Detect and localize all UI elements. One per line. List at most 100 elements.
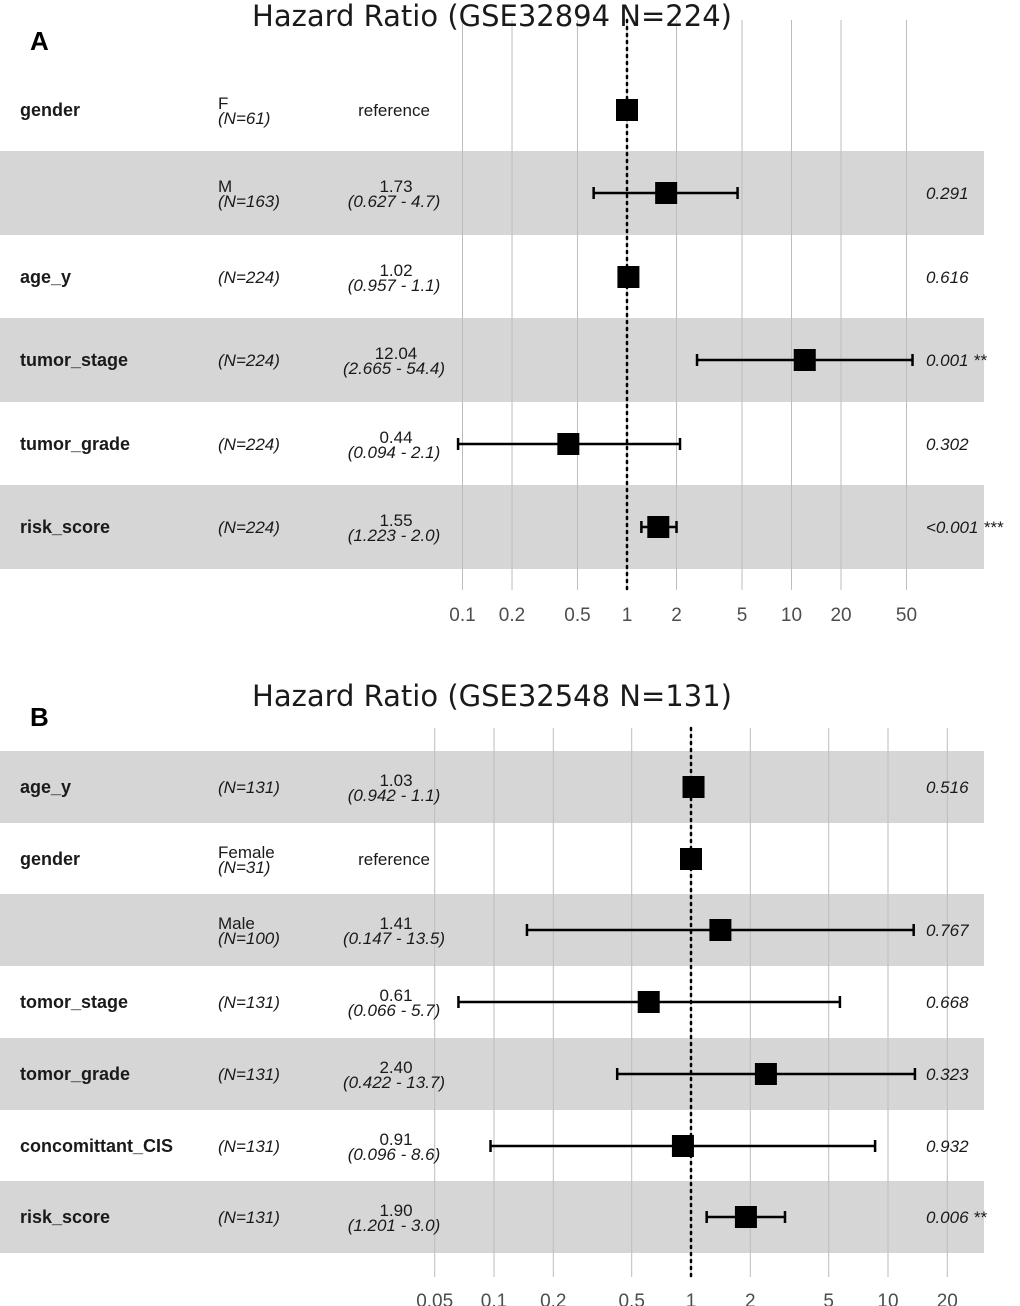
hr-value: 1.73 (379, 177, 412, 196)
x-tick-label: 50 (896, 605, 917, 626)
row-band (0, 1181, 984, 1253)
level-label: Male (218, 914, 255, 933)
x-tick-label: 0.2 (540, 1291, 566, 1306)
hr-value: 1.55 (379, 511, 412, 530)
x-tick-label: 0.5 (564, 605, 590, 626)
x-tick-label: 10 (781, 605, 802, 626)
panel-label: A (30, 26, 49, 56)
ci-value: (0.096 - 8.6) (348, 1145, 441, 1164)
x-tick-label: 2 (745, 1291, 756, 1306)
hr-value: 12.04 (375, 344, 418, 363)
hr-value: 1.02 (379, 261, 412, 280)
chart-title: Hazard Ratio (GSE32548 N=131) (252, 679, 732, 713)
p-value: 0.291 (926, 184, 969, 203)
variable-label: tomor_grade (20, 1064, 130, 1084)
x-tick-label: 1 (622, 605, 633, 626)
row-band (0, 151, 984, 235)
chart-title: Hazard Ratio (GSE32894 N=224) (252, 0, 732, 33)
n-label: (N=131) (218, 1208, 280, 1227)
hr-point (793, 349, 816, 371)
hr-point (617, 266, 640, 288)
hr-value: 1.90 (379, 1201, 412, 1220)
x-tick-label: 10 (877, 1291, 898, 1306)
ci-value: (0.094 - 2.1) (348, 443, 441, 462)
p-value: 0.616 (926, 268, 969, 287)
variable-label: tumor_grade (20, 434, 130, 454)
level-label: F (218, 94, 228, 113)
p-value: <0.001 *** (926, 518, 1004, 537)
ci-value: (1.223 - 2.0) (348, 526, 441, 545)
hr-point (557, 433, 580, 455)
variable-label: risk_score (20, 1207, 110, 1227)
n-label: (N=224) (218, 518, 280, 537)
n-label: (N=131) (218, 1065, 280, 1084)
p-value: 0.516 (926, 778, 969, 797)
p-value: 0.006 ** (926, 1208, 988, 1227)
n-label: (N=131) (218, 778, 280, 797)
p-value: 0.323 (926, 1065, 969, 1084)
x-tick-label: 0.2 (499, 605, 525, 626)
n-label: (N=131) (218, 1137, 280, 1156)
x-tick-label: 1 (686, 1291, 697, 1306)
ci-value: (0.147 - 13.5) (343, 929, 445, 948)
hr-value: 0.44 (379, 428, 412, 447)
n-label: (N=131) (218, 993, 280, 1012)
hr-point (734, 1206, 757, 1228)
x-tick-label: 0.05 (416, 1291, 453, 1306)
variable-label: tumor_stage (20, 350, 128, 370)
hr-value: 0.61 (379, 986, 412, 1005)
variable-label: risk_score (20, 517, 110, 537)
ci-value: (0.066 - 5.7) (348, 1001, 441, 1020)
hr-point (754, 1063, 777, 1085)
variable-label: tomor_stage (20, 992, 128, 1012)
variable-label: gender (20, 849, 80, 869)
x-tick-label: 0.1 (449, 605, 475, 626)
p-value: 0.767 (926, 921, 969, 940)
p-value: 0.932 (926, 1137, 969, 1156)
n-label: (N=224) (218, 268, 280, 287)
variable-label: age_y (20, 777, 71, 797)
ci-value: (0.942 - 1.1) (348, 786, 441, 805)
n-label: (N=100) (218, 929, 280, 948)
n-label: (N=224) (218, 435, 280, 454)
ci-value: (0.422 - 13.7) (343, 1073, 445, 1092)
n-label: (N=163) (218, 192, 280, 211)
hr-value: 2.40 (379, 1058, 412, 1077)
level-label: Female (218, 843, 275, 862)
x-tick-label: 5 (823, 1291, 834, 1306)
n-label: (N=61) (218, 109, 270, 128)
p-value: 0.668 (926, 993, 969, 1012)
x-tick-label: 0.1 (481, 1291, 507, 1306)
x-tick-label: 20 (830, 605, 851, 626)
hr-point (682, 776, 705, 798)
x-tick-label: 5 (737, 605, 748, 626)
ci-value: (1.201 - 3.0) (348, 1216, 441, 1235)
variable-label: gender (20, 100, 80, 120)
row-band (0, 485, 984, 569)
hr-point (637, 991, 660, 1013)
x-tick-label: 20 (937, 1291, 958, 1306)
hr-value: reference (358, 101, 430, 120)
hr-value: 1.03 (379, 771, 412, 790)
ci-value: (2.665 - 54.4) (343, 359, 445, 378)
p-value: 0.001 ** (926, 351, 988, 370)
variable-label: age_y (20, 267, 71, 287)
p-value: 0.302 (926, 435, 969, 454)
hr-point (655, 182, 678, 204)
hr-value: 0.91 (379, 1130, 412, 1149)
panel-label: B (30, 702, 49, 732)
hr-point (647, 516, 670, 538)
x-tick-label: 2 (671, 605, 682, 626)
hr-value: reference (358, 850, 430, 869)
ci-value: (0.957 - 1.1) (348, 276, 441, 295)
hr-point (709, 919, 732, 941)
n-label: (N=31) (218, 858, 270, 877)
hr-point (671, 1135, 694, 1157)
row-band (0, 751, 984, 823)
hr-value: 1.41 (379, 914, 412, 933)
level-label: M (218, 177, 232, 196)
n-label: (N=224) (218, 351, 280, 370)
